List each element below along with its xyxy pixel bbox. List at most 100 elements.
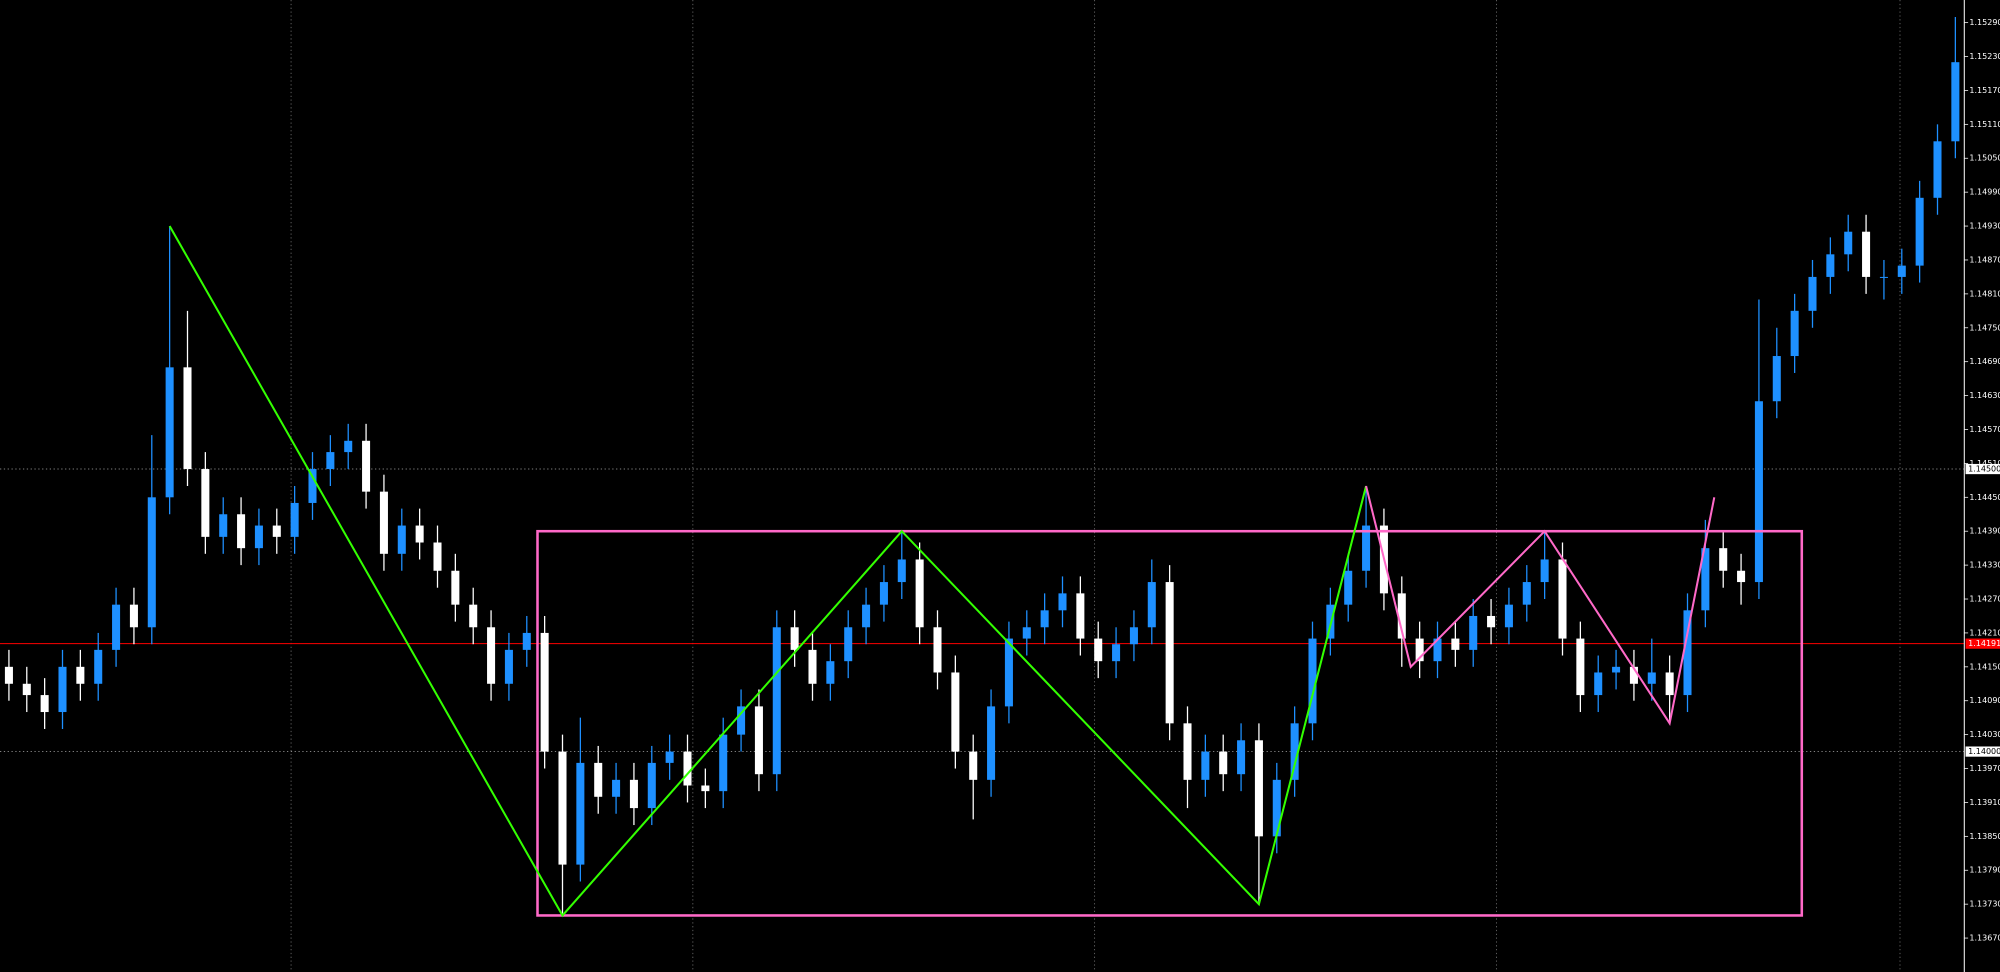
candle-body	[737, 706, 746, 735]
candle-body	[165, 367, 174, 498]
candle-body	[1469, 615, 1478, 650]
candle-body	[1183, 723, 1192, 780]
candle-body	[487, 627, 496, 684]
candle-body	[1058, 593, 1067, 611]
candle-body	[1254, 740, 1263, 837]
level-label-box	[1965, 463, 2000, 475]
y-tick-label: 1.14870	[1969, 255, 2000, 264]
y-tick-label: 1.14990	[1969, 188, 2000, 197]
candle-body	[1772, 356, 1781, 402]
candle-body	[58, 666, 67, 713]
y-tick-label: 1.13790	[1969, 866, 2000, 875]
candle-body	[1862, 231, 1871, 277]
candle-body	[1826, 254, 1835, 277]
candle-body	[897, 559, 906, 583]
current-price-box	[1965, 638, 2000, 649]
y-tick-label: 1.15170	[1969, 86, 2000, 95]
y-tick-label: 1.14330	[1969, 561, 2000, 570]
candle-body	[1683, 610, 1692, 696]
candle-body	[1612, 666, 1621, 673]
candle-body	[915, 559, 924, 628]
candle-body	[1879, 276, 1888, 278]
candle-body	[1522, 582, 1531, 605]
candle-body	[201, 469, 210, 537]
candle-body	[1451, 638, 1460, 650]
candle-body	[1290, 723, 1299, 780]
y-tick-label: 1.14690	[1969, 357, 2000, 366]
y-tick-label: 1.13850	[1969, 832, 2000, 841]
candle-body	[719, 734, 728, 792]
candle-body	[344, 440, 353, 453]
candle-body	[40, 695, 49, 713]
y-tick-label: 1.14270	[1969, 595, 2000, 604]
axis-panel	[1964, 0, 2000, 972]
y-tick-label: 1.14210	[1969, 628, 2000, 637]
candle-body	[844, 627, 853, 662]
candle-body	[272, 525, 281, 537]
candle-body	[1272, 779, 1281, 837]
candle-body	[1201, 751, 1210, 780]
candle-body	[1004, 638, 1013, 707]
candle-body	[1397, 593, 1406, 639]
candle-body	[451, 570, 460, 605]
candle-body	[522, 632, 531, 650]
y-tick-label: 1.15230	[1969, 52, 2000, 61]
candle-body	[183, 367, 192, 470]
candle-body	[1308, 638, 1317, 724]
y-tick-label: 1.13970	[1969, 764, 2000, 773]
candle-body	[397, 525, 406, 554]
candle-body	[1433, 638, 1442, 662]
range-box	[536, 529, 1804, 917]
y-tick-label: 1.14630	[1969, 391, 2000, 400]
y-tick-label: 1.14810	[1969, 289, 2000, 298]
candle-body	[1897, 265, 1906, 277]
candle-body	[1754, 401, 1763, 583]
candle-body	[1719, 548, 1728, 571]
candle-body	[933, 627, 942, 673]
level-label: 1.14000	[1968, 747, 2000, 756]
y-tick-label: 1.14570	[1969, 425, 2000, 434]
y-tick-label: 1.15050	[1969, 154, 2000, 163]
y-tick-label: 1.14750	[1969, 323, 2000, 332]
candle-body	[1165, 582, 1174, 724]
candle-body	[701, 785, 710, 792]
candle-body	[987, 706, 996, 780]
candle-body	[1237, 740, 1246, 775]
candle-body	[612, 779, 621, 797]
candle-body	[1594, 672, 1603, 696]
y-tick-label: 1.15110	[1969, 120, 2000, 129]
y-tick-label: 1.15290	[1969, 18, 2000, 27]
candle-body	[1915, 197, 1924, 266]
y-tick-label: 1.14150	[1969, 662, 2000, 671]
candle-body	[1415, 638, 1424, 662]
candle-body	[1808, 276, 1817, 311]
candle-body	[129, 604, 138, 628]
y-tick-label: 1.14510	[1969, 459, 2000, 468]
candle-body	[879, 582, 888, 605]
candle-body	[1558, 559, 1567, 639]
candle-body	[862, 604, 871, 628]
candle-body	[504, 649, 513, 684]
candle-body	[558, 751, 567, 865]
y-tick-label: 1.14450	[1969, 493, 2000, 502]
candle-body	[969, 751, 978, 780]
candle-body	[1344, 570, 1353, 605]
candle-body	[1737, 570, 1746, 583]
candle-body	[379, 491, 388, 554]
candle-body	[112, 604, 121, 650]
y-tick-label: 1.14090	[1969, 696, 2000, 705]
candle-body	[1219, 751, 1228, 775]
y-tick-label: 1.14390	[1969, 527, 2000, 536]
candle-body	[1112, 644, 1121, 662]
candle-body	[647, 762, 656, 809]
candle-body	[1540, 559, 1549, 583]
y-tick-label: 1.13670	[1969, 934, 2000, 943]
candle-body	[1933, 141, 1942, 198]
y-tick-label: 1.14030	[1969, 730, 2000, 739]
candle-body	[594, 762, 603, 797]
candle-body	[308, 469, 317, 503]
candle-body	[1665, 672, 1674, 696]
candle-body	[665, 751, 674, 763]
candle-body	[1629, 666, 1638, 684]
